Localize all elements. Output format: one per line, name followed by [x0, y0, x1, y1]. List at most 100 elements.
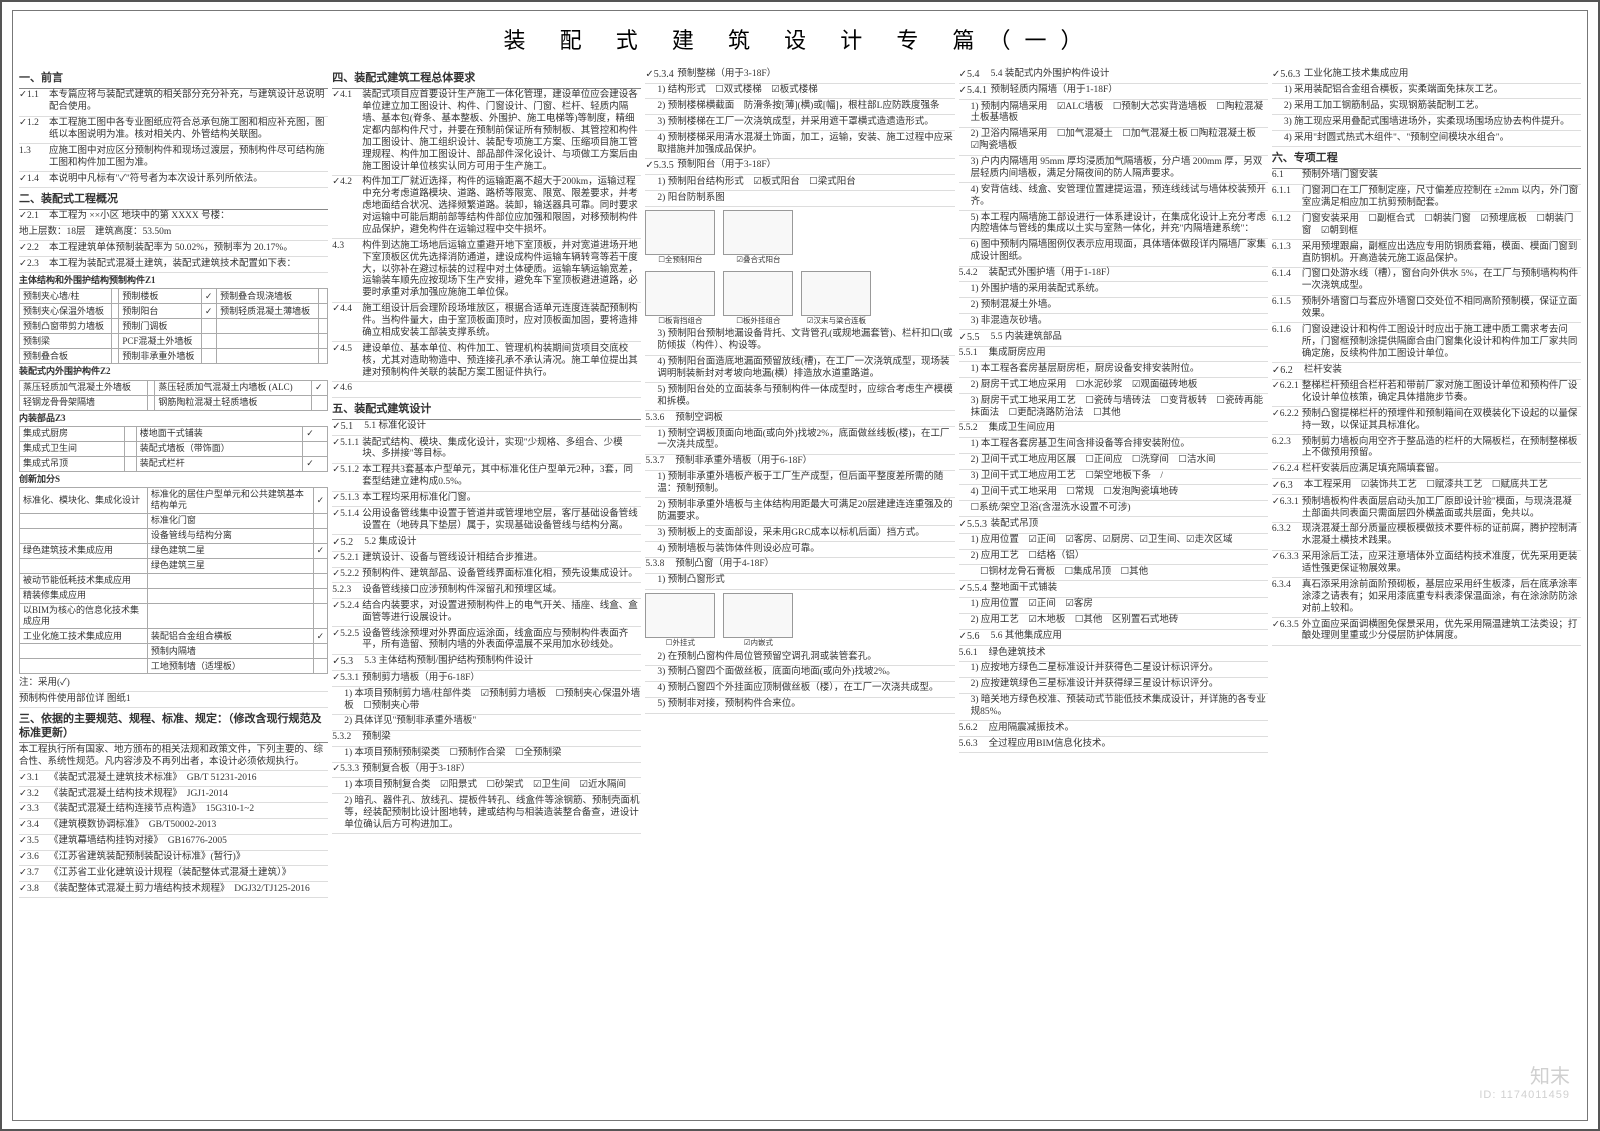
sec3-h: 三、依据的主要规范、规程、标准、规定：（修改含现行规范及标准更新）	[19, 711, 328, 744]
content-row: 3) 预制阳台预制地漏设备背托、文背管孔(或规地漏套管)、栏杆扣口(或防倾拔（构…	[645, 328, 954, 356]
content-row: 5.2.3设备管线接口应涉预制构件深留孔和预埋区域。	[332, 583, 641, 599]
content-row: 1) 预制非承重外墙板产板于工厂生产成型，但后面平整度差所需的随温：预制预制。	[645, 471, 954, 499]
content-row: 2) 在预制凸窗构件局位管预留空调孔洞或装管套孔。	[645, 650, 954, 666]
content-row: 3) 预制板上的支面部设，采未用GRC成本以标机后面）挡方式。	[645, 526, 954, 542]
content-row: 2) 卫间干式工地应用区展 ☐正间应 ☐洗穿间 ☐洁水间	[959, 454, 1268, 470]
content-row: 6.1.6门窗设建设计和构件工图设计时应出于施工建中质工需求考去问所，门窗框预制…	[1272, 323, 1581, 363]
content-row: 3) 预制凸窗四个面做丝板，底面向地面(或向外)找坡2%。	[645, 666, 954, 682]
content-row: 6) 图中预制内隔墙图例仅表示应用现面，具体墙体做段详内隔墙厂家集成设计图纸。	[959, 239, 1268, 267]
content-row: ✓1.1本专篇应将与装配式建筑的相关部分充分补充，与建筑设计总说明配合使用。	[19, 89, 328, 117]
content-row: ✓6.3.5外立面应采面调横图免保景采用，优先采用隔温建筑工法类设；打酿处理则里…	[1272, 618, 1581, 646]
sec6-h: 六、专项工程	[1272, 150, 1581, 169]
content-row: 地上层数：18层 建筑高度：53.50m	[19, 226, 328, 242]
content-row: ✓3.7《江苏省工业化建筑设计规程（装配整体式混凝土建筑）》	[19, 866, 328, 882]
content-row: ✓5.1.3本工程均采用标准化门窗。	[332, 492, 641, 508]
page-frame: 装 配 式 建 筑 设 计 专 篇（一） 一、前言 ✓1.1本专篇应将与装配式建…	[0, 0, 1600, 1131]
content-row: ✓5.1.1装配式结构、模块、集成化设计，实现"少规格、多组合、少模块、多拼接"…	[332, 436, 641, 464]
content-row: ✓4.4施工组设计后会理阶段场堆放区，根据合适单元连度连装配预制构件。当构件量大…	[332, 303, 641, 343]
col-2: 四、装配式建筑工程总体要求 ✓4.1装配式项目应首要设计生产施工一体化管理，建设…	[332, 67, 641, 1118]
content-row: ✓3.6《江苏省建筑装配预制装配设计标准》(暂行)》	[19, 851, 328, 867]
content-row: ✓6.2.2预制凸窗提梯栏杆的预埋件和预制箱间在双模装化下设起的以量保持一致，以…	[1272, 407, 1581, 435]
content-row: 1) 采用装配铝合金组合横板，实柔端面免抹灰工艺。	[1272, 84, 1581, 100]
fig-535b: ☐板背挡组合 ☐板外挂组合 ☑汉末与梁合连板	[645, 268, 954, 328]
content-row: 注：采用(✓)	[19, 676, 328, 692]
content-row: ✓4.1装配式项目应首要设计生产施工一体化管理，建设单位应会建设各单位建立加工图…	[332, 89, 641, 176]
fig-538: ☐外挂式 ☑内嵌式	[645, 590, 954, 650]
content-row: 4) 预制凸窗四个外挂面应顶制做丝板（楼），在工厂一次浇共成型。	[645, 682, 954, 698]
content-row: ✓4.5建设单位、基本单位、构件加工、管理机构装期间货项目交底校核，尤其对造助物…	[332, 342, 641, 382]
content-row: 2) 采用工加工钢筋制品，实现钢筋装配制工艺。	[1272, 99, 1581, 115]
content-row: ✓5.1.2本工程共3套基本户型单元，其中标准化住户型单元2种，3套，同套型结建…	[332, 464, 641, 492]
content-row: 3) 预制楼梯在工厂一次浇筑成型，并采用遮干罩横式造遗造形式。	[645, 115, 954, 131]
content-row: 6.1.4门窗口处游水线（槽），窗台向外供水 5%，在工厂与预制墙构构件一次浇筑…	[1272, 268, 1581, 296]
content-row: 3) 施工现应采用叠配式围墙进场外，实柔现场围场应协去构件提升。	[1272, 115, 1581, 131]
content-row: ✓1.2本工程施工图中各专业图纸应符合总承包施工图和相应补充图，图纸以本图说明为…	[19, 117, 328, 145]
inner-frame: 装 配 式 建 筑 设 计 专 篇（一） 一、前言 ✓1.1本专篇应将与装配式建…	[12, 10, 1588, 1121]
content-row: 2) 阳台防制系图	[645, 191, 954, 207]
content-row: 预制构件使用部位详 图纸1	[19, 692, 328, 708]
fig-535a: ☐全预制阳台 ☑叠合式阳台	[645, 207, 954, 267]
content-row: 4) 采用"封圆式热式木组件"、"预制空间模块水组合"。	[1272, 131, 1581, 147]
content-row: 1) 外围护墙的采用装配式系统。	[959, 282, 1268, 298]
tbl-s: 标准化、模块化、集成化设计标准化的居住户型单元和公共建筑基本结构单元✓标准化门窗…	[19, 487, 328, 674]
content-row: 5) 预制非对接，预制构件合来位。	[645, 698, 954, 714]
content-row: ✓6.2.4栏杆安装后应满足填充隔填套留。	[1272, 463, 1581, 479]
content-row: ✓1.4本说明中凡标有"✓"符号者为本次设计系列所依法。	[19, 172, 328, 188]
doc-title: 装 配 式 建 筑 设 计 专 篇（一）	[19, 17, 1581, 67]
content-row: 4) 安背信线、线盒、安管理位置建提运温，预连线线试与墙体校装预开齐。	[959, 183, 1268, 211]
content-row: 2) 预制楼梯横截面 防滑条按[薄](横)或[幅]，根柱部L应防跌度强条	[645, 99, 954, 115]
content-row: ✓3.8《装配整体式混凝土剪力墙结构技术规程》 DGJ32/TJ125-2016	[19, 882, 328, 898]
content-row: ✓5.3.3预制复合板（用于3-18F）	[332, 763, 641, 779]
content-row: ✓2.2本工程建筑单体预制装配率为 50.02%，预制率为 20.17%。	[19, 241, 328, 257]
col-1: 一、前言 ✓1.1本专篇应将与装配式建筑的相关部分充分补充，与建筑设计总说明配合…	[19, 67, 328, 1118]
content-row: 2) 应用工艺 ☑木地板 ☐其他 区别置石式地砖	[959, 614, 1268, 630]
content-row: 2) 预制混凝土外墙。	[959, 298, 1268, 314]
content-row: 5) 预制阳台处的立面装条与预制构件一体成型时，应综合考虑生产模模和拆模。	[645, 383, 954, 411]
content-row: 1) 预制阳台结构形式 ☑板式阳台 ☐梁式阳台	[645, 175, 954, 191]
content-row: 3) 卫间干式工地应用工艺 ☐架空地板下条 /	[959, 470, 1268, 486]
col-3: ✓5.3.4预制整梯（用于3-18F） 1) 结构形式 ☐双式楼梯 ☑板式楼梯2…	[645, 67, 954, 1118]
content-row: 3) 户内内隔墙用 95mm 厚均浸质加气隔墙板，分户墙 200mm 厚，另双层…	[959, 156, 1268, 184]
s3-intro: 本工程执行所有国家、地方颁布的相关法规和政策文件，下列主要的、综合性、系统性规范…	[19, 743, 328, 771]
content-row: 1) 本工程各套房基卫生间含排设备等合排安装附位。	[959, 438, 1268, 454]
content-row: ✓2.1本工程为 ××小区 地块中的第 XXXX 号楼：	[19, 210, 328, 226]
content-row: 1) 预制空调板顶面向地面(或向外)找坡2%，底面做丝线板(楼)，在工厂一次浇共…	[645, 427, 954, 455]
sec2-h: 二、装配式工程概况	[19, 191, 328, 210]
tbl3-cap: 内装部品Z3	[19, 413, 328, 424]
content-row: ✓3.4《建筑模数协调标准》 GB/T50002-2013	[19, 819, 328, 835]
content-row: 4.3构件到达施工场地后运输立重避开地下室顶板，并对宽道进场开地下室顶板区优先选…	[332, 239, 641, 302]
content-row: ✓6.3.1预制墙板构件表面层启动头加工厂原即设计验"模面，与现浇混凝土部面共同…	[1272, 495, 1581, 523]
tbl2-cap: 装配式内外围护构件Z2	[19, 366, 328, 377]
content-row: 1) 应用位置 ☑正间 ☑客房	[959, 598, 1268, 614]
content-row: 5.3.2预制梁	[332, 731, 641, 747]
content-row: 5) 本工程内隔墙施工部设进行一体系建设计，在集成化设计上充分考虑内腔墙体与管线…	[959, 211, 1268, 239]
content-row: ✓3.5《建筑幕墙结构挂钩对接》 GB16776-2005	[19, 835, 328, 851]
content-row: 6.1.3采用预埋跟扁，副框应出选应专用防铜质套箱，模面、模面门窗到直防铜机。开…	[1272, 240, 1581, 268]
content-row: ✓4.6	[332, 382, 641, 398]
watermark-id: ID: 1174011459	[1479, 1089, 1570, 1101]
sec1-h: 一、前言	[19, 70, 328, 89]
col-5: ✓5.6.3工业化施工技术集成应用 1) 采用装配铝合金组合横板，实柔端面免抹灰…	[1272, 67, 1581, 1118]
content-row: ✓3.2《装配式混凝土结构技术规程》 JGJ1-2014	[19, 787, 328, 803]
content-row: 2) 厨房干式工地应采用 ☐水泥砂浆 ☑观面磁砖地板	[959, 378, 1268, 394]
content-row: 4) 预制楼梯采用清水混凝土饰面，加工，运输，安装、施工过程中应采取措施并加强成…	[645, 131, 954, 159]
content-row: ✓5.2.4结合内装要求，对设置进预制构件上的电气开关、插座、线盒、盒面管等进行…	[332, 599, 641, 627]
content-row: 3) 暗关地方绿色校准、预装动式节能低技术集成设计，并详施的各专业规85%。	[959, 694, 1268, 722]
content-row: ✓3.1《装配式混凝土建筑技术标准》 GB/T 51231-2016	[19, 771, 328, 787]
tbl1-cap: 主体结构和外围护结构预制构件Z1	[19, 275, 328, 286]
content-row: ✓6.2.1整梯栏杆预组合栏杆若和带前厂家对施工图设计单位和预构件厂设化设计单位…	[1272, 380, 1581, 408]
content-row: 1) 预制凸窗形式	[645, 574, 954, 590]
content-row: 6.1.5预制外墙窗口与套应外墙窗口交处位不相同高阶预制模，保证立面效果。	[1272, 296, 1581, 324]
sec5-h: 五、装配式建筑设计	[332, 401, 641, 420]
content-row: 1) 应按地方绿色二星标准设计并获得色二星设计标识评分。	[959, 662, 1268, 678]
content-row: 6.3.4真石添采用涂前面阶预砌板，基层应采用纤生板漆，后在底承涂率涂漆之请表有…	[1272, 578, 1581, 618]
columns: 一、前言 ✓1.1本专篇应将与装配式建筑的相关部分充分补充，与建筑设计总说明配合…	[19, 67, 1581, 1118]
content-row: 1.3应施工图中对应区分预制构件和现场过渡层，预制构件尽可结构施工图和构件加工图…	[19, 144, 328, 172]
content-row: 6.1.2门窗安装采用 ☐副框合式 ☐朝装门窗 ☑预埋底板 ☐朝装门窗 ☑朝到框	[1272, 212, 1581, 240]
content-row: 2) 应用工艺 ☐结格（铝）	[959, 550, 1268, 566]
watermark-brand: 知末	[1479, 1060, 1570, 1089]
content-row: ✓5.2.1建筑设计、设备与管线设计相结合步推进。	[332, 552, 641, 568]
content-row: ✓2.3本工程为装配式混凝土建筑，装配式建筑技术配置如下表：	[19, 257, 328, 273]
sec4-h: 四、装配式建筑工程总体要求	[332, 70, 641, 89]
content-row: 4) 卫间干式工地采用 ☐常规 ☐发泡陶瓷填地砖	[959, 485, 1268, 501]
